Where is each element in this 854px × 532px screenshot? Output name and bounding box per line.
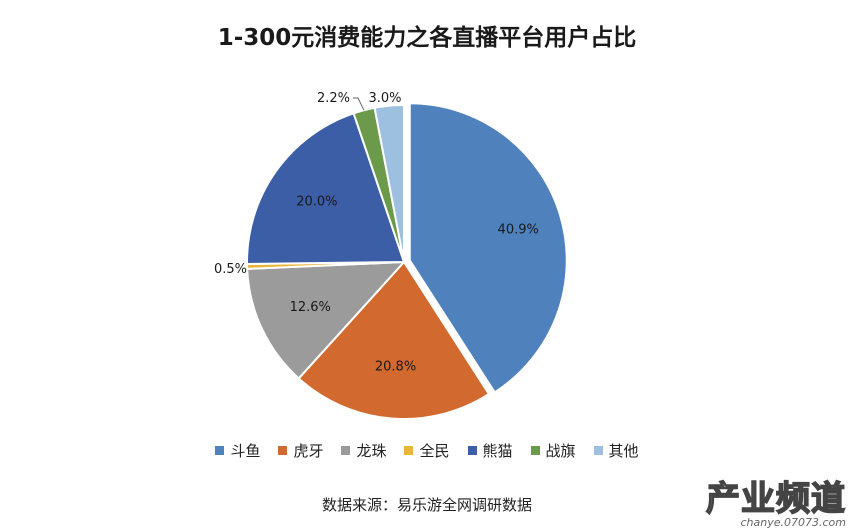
watermark-sub: chanye.07073.com bbox=[740, 516, 847, 529]
legend-item-2: 虎牙 bbox=[278, 440, 323, 461]
legend-item-6: 战旗 bbox=[530, 440, 576, 461]
legend: 斗鱼 虎牙 龙珠 全民 熊猫 战旗 其他 bbox=[0, 440, 854, 461]
legend-label: 龙珠 bbox=[356, 442, 387, 460]
legend-swatch bbox=[215, 446, 225, 455]
slice-label-6: 2.2% bbox=[317, 91, 350, 106]
slice-label-7: 3.0% bbox=[368, 91, 401, 106]
legend-item-5: 熊猫 bbox=[467, 440, 513, 461]
watermark: 产业频道 chanye.07073.com bbox=[705, 479, 847, 529]
legend-label: 全民 bbox=[419, 442, 450, 460]
legend-label: 虎牙 bbox=[293, 442, 324, 460]
legend-item-1: 斗鱼 bbox=[215, 440, 260, 461]
slice-label-4: 0.5% bbox=[214, 262, 247, 277]
leader-line-6 bbox=[353, 97, 365, 111]
legend-swatch bbox=[404, 446, 414, 455]
pie-slice-7 bbox=[373, 103, 405, 263]
legend-swatch bbox=[593, 446, 603, 455]
legend-swatch bbox=[278, 446, 288, 455]
data-source: 数据来源：易乐游全网调研数据 bbox=[321, 496, 532, 514]
slice-label-1: 40.9% bbox=[498, 222, 539, 237]
pie-slice-2 bbox=[297, 260, 491, 420]
legend-item-4: 全民 bbox=[404, 440, 450, 461]
slice-label-5: 20.0% bbox=[296, 194, 337, 209]
slice-label-3: 12.6% bbox=[290, 300, 331, 315]
watermark-main: 产业频道 bbox=[705, 479, 846, 519]
legend-label: 战旗 bbox=[545, 442, 576, 460]
pie-slice-5 bbox=[246, 112, 406, 265]
slice-label-2: 20.8% bbox=[375, 359, 416, 374]
legend-swatch bbox=[341, 446, 351, 455]
pie-slice-3 bbox=[246, 260, 407, 380]
chart-title: 1-300元消费能力之各直播平台用户占比 bbox=[217, 25, 637, 51]
pie-slice-1 bbox=[408, 102, 568, 394]
legend-swatch bbox=[467, 446, 477, 455]
legend-swatch bbox=[530, 446, 540, 455]
legend-item-3: 龙珠 bbox=[341, 440, 386, 461]
legend-label: 其他 bbox=[608, 442, 639, 460]
legend-label: 斗鱼 bbox=[230, 442, 261, 460]
legend-item-7: 其他 bbox=[593, 440, 639, 461]
legend-label: 熊猫 bbox=[482, 442, 513, 460]
